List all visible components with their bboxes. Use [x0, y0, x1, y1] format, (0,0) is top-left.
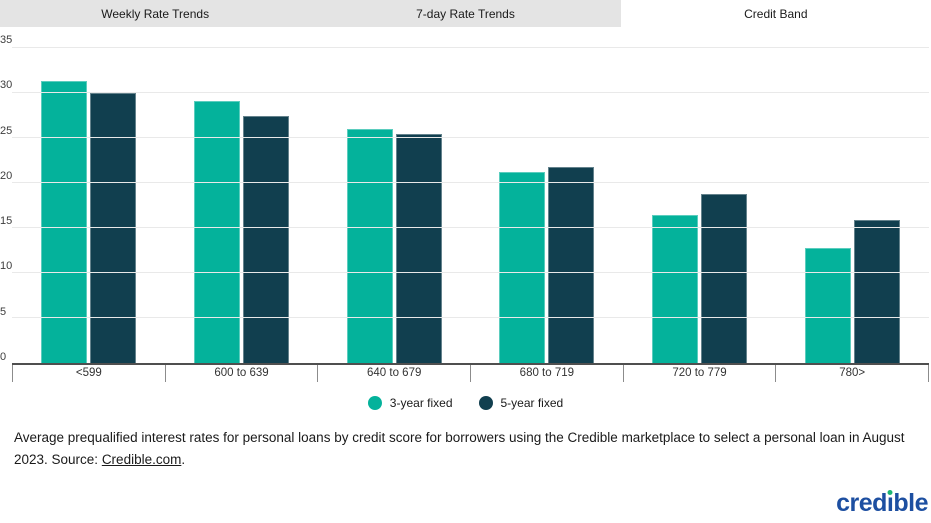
x-axis-label: 600 to 639 — [164, 365, 318, 382]
bar[interactable] — [395, 133, 442, 363]
legend-item[interactable]: 3-year fixed — [367, 396, 453, 410]
y-axis-label: 0 — [0, 351, 7, 363]
caption-source-link[interactable]: Credible.com — [101, 452, 182, 468]
bar-group — [470, 48, 623, 363]
tab-7day-rate-trends[interactable]: 7-day Rate Trends — [416, 6, 515, 21]
bar[interactable] — [40, 81, 87, 363]
gridline — [12, 227, 929, 228]
bar[interactable] — [499, 172, 546, 363]
gridline — [12, 137, 929, 138]
y-axis-label: 10 — [0, 260, 13, 273]
y-axis-label: 15 — [0, 215, 13, 228]
y-axis-label: 20 — [0, 169, 13, 182]
x-axis-label: 640 to 679 — [317, 365, 470, 382]
bar[interactable] — [193, 101, 240, 363]
legend-label: 3-year fixed — [389, 396, 453, 410]
logo-i-dot: ı — [886, 489, 894, 518]
gridline — [12, 47, 929, 48]
bar[interactable] — [805, 247, 852, 363]
caption-text: Average prequalified interest rates for … — [14, 430, 905, 468]
bar[interactable] — [701, 193, 748, 363]
bar-group — [776, 48, 929, 363]
bar-group — [318, 48, 471, 363]
caption-suffix: . — [181, 452, 186, 468]
credible-logo: credıble — [836, 489, 928, 518]
caption: Average prequalified interest rates for … — [14, 427, 917, 472]
bar[interactable] — [854, 219, 901, 363]
plot-area — [12, 47, 929, 365]
logo-part1: cred — [836, 489, 887, 517]
gridline — [12, 92, 929, 93]
x-axis-label: 780> — [775, 365, 928, 382]
x-axis-label: 680 to 719 — [470, 365, 623, 382]
tab-credit-band[interactable]: Credit Band — [620, 0, 931, 27]
legend-label: 5-year fixed — [500, 396, 564, 410]
bar[interactable] — [242, 115, 289, 363]
x-axis-label: 720 to 779 — [622, 365, 776, 382]
tab-bar: Weekly Rate Trends 7-day Rate Trends Cre… — [0, 0, 931, 27]
bar-group — [623, 48, 776, 363]
bar[interactable] — [346, 129, 393, 363]
y-axis-label: 5 — [0, 305, 7, 318]
gridline — [12, 182, 929, 183]
bar[interactable] — [89, 93, 136, 363]
tab-weekly-rate-trends[interactable]: Weekly Rate Trends — [101, 6, 210, 21]
bar-group — [12, 48, 165, 363]
bar-group — [165, 48, 318, 363]
y-axis-label: 35 — [0, 34, 13, 46]
bar-chart: 0 5 10 15 20 25 30 35 — [0, 27, 931, 365]
y-axis-label: 25 — [0, 124, 13, 137]
legend-dot-icon — [367, 396, 382, 410]
bar[interactable] — [548, 166, 595, 363]
x-axis: <599 600 to 639 640 to 679 680 to 719 720 to… — [12, 365, 929, 382]
y-axis-label: 30 — [0, 79, 13, 92]
logo-part2: ble — [893, 489, 928, 517]
gridline — [12, 272, 929, 273]
bar-groups — [12, 48, 929, 363]
legend: 3-year fixed 5-year fixed — [0, 395, 931, 411]
legend-dot-icon — [478, 396, 493, 410]
gridline — [12, 317, 929, 318]
bar[interactable] — [652, 215, 699, 363]
x-axis-label: <599 — [12, 365, 165, 382]
legend-item[interactable]: 5-year fixed — [478, 396, 564, 410]
logo-i-char: ı — [886, 489, 894, 517]
